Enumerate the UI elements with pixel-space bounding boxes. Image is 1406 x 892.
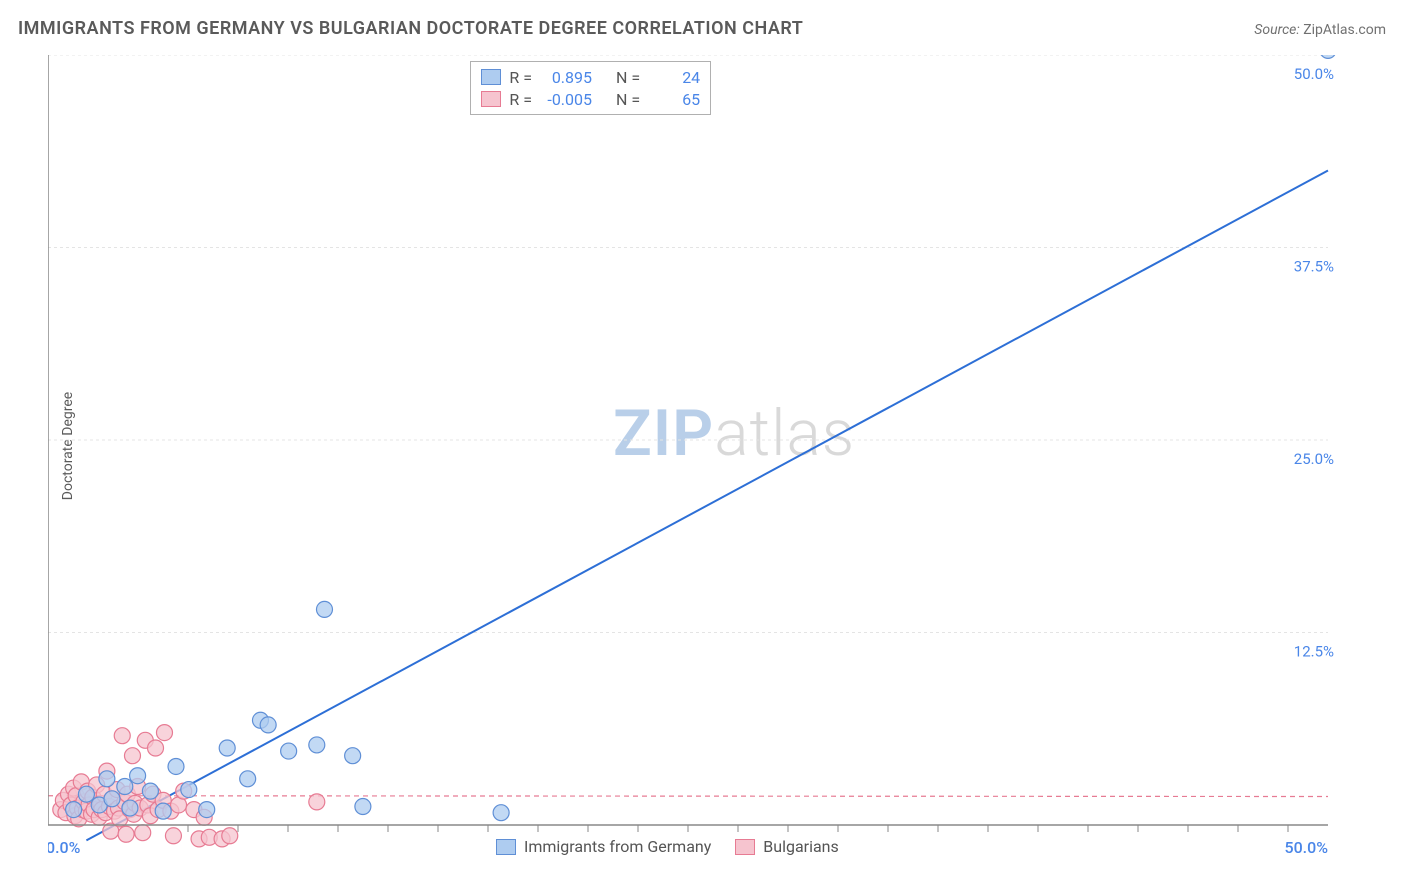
bulgarians-point (135, 825, 151, 841)
bulgarians-point (222, 828, 238, 844)
axes (48, 55, 1328, 832)
germany-point (181, 782, 197, 798)
germany-point (130, 768, 146, 784)
tick-labels: 12.5% 25.0% 37.5% 50.0% 0.0% 50.0% (48, 65, 1334, 857)
germany-point (355, 799, 371, 815)
bulgarians-point (165, 828, 181, 844)
bulgarians-swatch-icon (481, 91, 501, 107)
bulgarians-n-value: 65 (648, 90, 700, 109)
germany-point (1320, 55, 1336, 58)
bulgarians-swatch-icon (735, 839, 755, 855)
germany-point (309, 737, 325, 753)
y-tick-label: 37.5% (1294, 258, 1334, 276)
bulgarians-trendline (48, 796, 1328, 797)
germany-point (78, 786, 94, 802)
n-label: N = (616, 90, 640, 109)
legend-item-germany: Immigrants from Germany (496, 837, 711, 856)
y-tick-label: 12.5% (1294, 643, 1334, 661)
germany-n-value: 24 (648, 68, 700, 87)
bulgarians-point (156, 725, 172, 741)
germany-point (345, 748, 361, 764)
source-value: ZipAtlas.com (1303, 22, 1386, 38)
bulgarians-point (124, 748, 140, 764)
germany-point (155, 803, 171, 819)
germany-point (219, 740, 235, 756)
germany-point (281, 743, 297, 759)
germany-point (104, 791, 120, 807)
germany-point (260, 717, 276, 733)
correlation-legend: R = 0.895 N = 24 R = -0.005 N = 65 (470, 61, 711, 115)
y-tick-label: 50.0% (1294, 65, 1334, 83)
germany-point (99, 771, 115, 787)
n-label: N = (616, 68, 640, 87)
series-legend: Immigrants from Germany Bulgarians (496, 837, 839, 856)
r-label: R = (509, 68, 532, 87)
germany-point (316, 601, 332, 617)
germany-point (117, 779, 133, 795)
chart-title: IMMIGRANTS FROM GERMANY VS BULGARIAN DOC… (18, 18, 803, 39)
legend-row-germany: R = 0.895 N = 24 (481, 66, 700, 88)
germany-point (122, 800, 138, 816)
germany-swatch-icon (496, 839, 516, 855)
germany-point (168, 758, 184, 774)
germany-point (142, 783, 158, 799)
origin-label: 0.0% (48, 838, 81, 857)
germany-swatch-icon (481, 69, 501, 85)
germany-point (66, 802, 82, 818)
scatter-series (48, 55, 1336, 847)
correlation-chart: ZIPatlas 12.5% 25.0% 37.5% 50.0% 0.0% 50.0% (48, 55, 1388, 875)
bulgarians-point (148, 740, 164, 756)
xmax-label: 50.0% (1284, 838, 1328, 857)
legend-item-bulgarians: Bulgarians (735, 837, 838, 856)
bulgarians-point (114, 728, 130, 744)
germany-r-value: 0.895 (540, 68, 592, 87)
source-label: Source: (1254, 22, 1299, 38)
germany-series-label: Immigrants from Germany (524, 837, 711, 856)
legend-row-bulgarians: R = -0.005 N = 65 (481, 88, 700, 110)
germany-trendline (86, 171, 1328, 841)
bulgarians-r-value: -0.005 (540, 90, 592, 109)
bulgarians-series-label: Bulgarians (763, 837, 838, 856)
source-attribution: Source: ZipAtlas.com (1254, 22, 1386, 38)
r-label: R = (509, 90, 532, 109)
bulgarians-point (309, 794, 325, 810)
germany-point (199, 802, 215, 818)
germany-point (240, 771, 256, 787)
bulgarians-point (118, 826, 134, 842)
watermark: ZIPatlas (613, 396, 855, 471)
y-tick-label: 25.0% (1294, 450, 1334, 468)
germany-point (493, 805, 509, 821)
gridlines (48, 55, 1328, 633)
